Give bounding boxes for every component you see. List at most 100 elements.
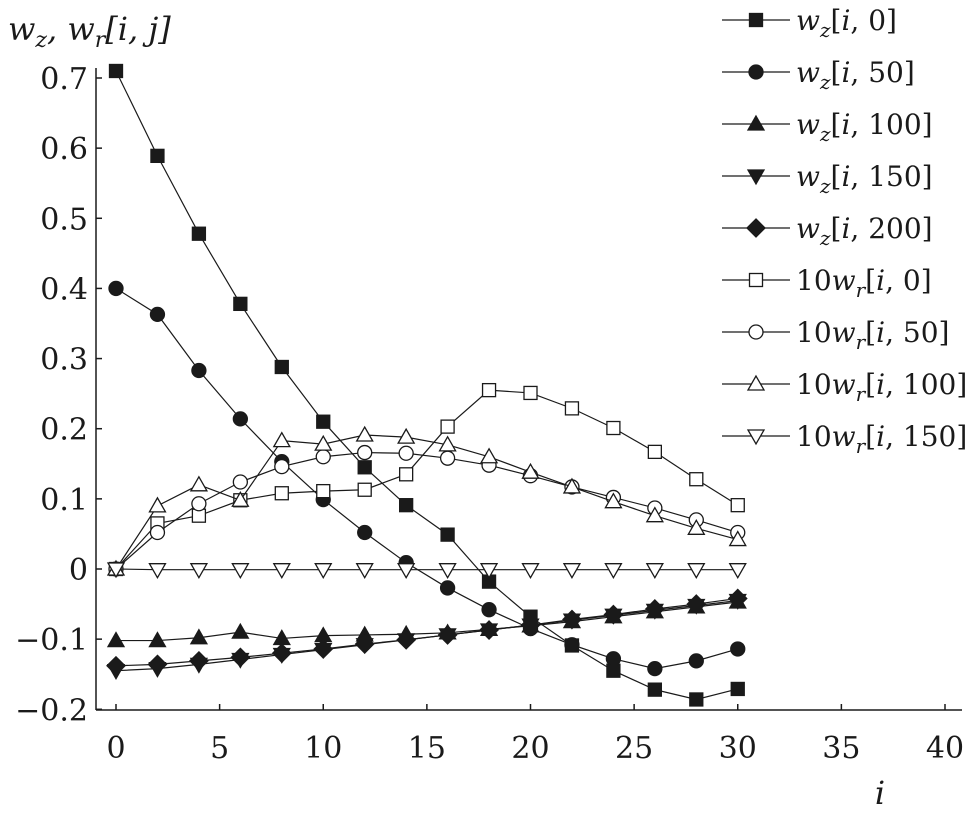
data-point xyxy=(647,444,662,460)
x-tick-label: 15 xyxy=(408,731,446,766)
data-point xyxy=(604,563,623,580)
data-point xyxy=(150,148,165,164)
legend-item: wz[i, 200] xyxy=(722,212,933,250)
data-point xyxy=(313,639,334,659)
y-tick-label: 0.4 xyxy=(40,272,88,307)
legend-item: 10wr[i, 0] xyxy=(722,264,932,302)
data-point xyxy=(398,445,414,461)
legend-marker xyxy=(748,64,764,80)
y-tick-label: 0.6 xyxy=(40,132,88,167)
data-point xyxy=(562,563,582,580)
data-point xyxy=(232,411,249,427)
legend-item: 10wr[i, 100] xyxy=(722,368,967,406)
data-point xyxy=(230,647,251,668)
y-tick-label: −0.2 xyxy=(15,693,88,728)
legend-marker xyxy=(748,324,764,340)
data-point xyxy=(479,447,499,464)
x-tick-label: 25 xyxy=(615,731,653,766)
data-point xyxy=(481,602,497,618)
data-point xyxy=(316,414,331,429)
legend-item: wz[i, 0] xyxy=(722,4,897,42)
data-point xyxy=(314,434,333,451)
legend-marker xyxy=(746,374,766,391)
legend-item: wz[i, 100] xyxy=(722,108,933,146)
data-point xyxy=(564,637,580,653)
data-point xyxy=(440,419,455,434)
legend-marker xyxy=(746,114,766,131)
x-tick-label: 0 xyxy=(106,731,125,766)
data-point xyxy=(272,431,291,448)
data-point xyxy=(730,641,746,657)
data-point xyxy=(357,444,373,461)
data-point xyxy=(354,634,375,654)
data-point xyxy=(564,401,580,416)
data-point xyxy=(688,653,704,669)
data-point xyxy=(232,474,249,490)
data-point xyxy=(562,609,582,630)
data-point xyxy=(520,615,541,636)
data-point xyxy=(191,362,207,379)
series-8 xyxy=(106,562,747,580)
data-point xyxy=(728,530,747,547)
data-point xyxy=(689,472,704,487)
data-point xyxy=(398,467,414,482)
data-point xyxy=(191,496,207,512)
data-point xyxy=(189,563,209,580)
y-tick-label: 0 xyxy=(69,553,88,588)
data-point xyxy=(523,385,538,401)
data-point xyxy=(439,450,456,466)
legend-item: 10wr[i, 150] xyxy=(722,420,967,458)
y-tick-label: 0.1 xyxy=(40,483,88,518)
data-point xyxy=(647,682,662,697)
legend: wz[i, 0] wz[i, 50] wz[i, 100] wz[i, 150] wz[… xyxy=(722,4,967,458)
data-point xyxy=(231,622,250,639)
data-point xyxy=(149,524,166,541)
legend-label: wz[i, 0] xyxy=(796,4,897,42)
data-point xyxy=(730,681,745,697)
y-axis-label: wz, wr[i, j] xyxy=(8,10,171,53)
series-4 xyxy=(106,588,748,676)
data-point xyxy=(730,498,745,513)
legend-label: wz[i, 150] xyxy=(796,160,933,198)
series-line xyxy=(115,70,738,701)
data-point xyxy=(149,306,166,323)
x-tick-label: 20 xyxy=(511,731,549,766)
data-point xyxy=(397,563,416,580)
legend-label: 10wr[i, 50] xyxy=(796,316,949,354)
data-point xyxy=(440,527,455,542)
data-point xyxy=(562,477,582,494)
data-point xyxy=(355,425,374,442)
data-point xyxy=(438,435,457,452)
series-layer xyxy=(106,63,748,707)
legend-label: wz[i, 200] xyxy=(796,212,933,250)
data-point xyxy=(644,599,665,619)
data-point xyxy=(396,629,417,650)
data-point xyxy=(479,563,499,580)
data-point xyxy=(106,562,126,579)
data-point xyxy=(271,643,292,664)
data-point xyxy=(687,563,706,580)
data-point xyxy=(686,594,707,614)
data-point xyxy=(274,458,290,475)
data-point xyxy=(645,563,664,580)
data-point xyxy=(357,460,372,475)
data-point xyxy=(397,427,416,444)
legend-marker xyxy=(746,218,766,238)
data-point xyxy=(606,420,621,436)
data-point xyxy=(438,563,457,580)
series-line xyxy=(115,389,739,570)
data-point xyxy=(481,382,497,398)
data-point xyxy=(645,506,664,523)
data-point xyxy=(108,280,124,297)
y-tick-label: −0.1 xyxy=(15,623,88,658)
data-point xyxy=(437,625,458,645)
series-line xyxy=(115,597,738,667)
data-point xyxy=(231,490,250,507)
data-point xyxy=(189,628,209,645)
data-point xyxy=(106,631,126,648)
legend-item: wz[i, 50] xyxy=(722,56,915,94)
series-1 xyxy=(108,280,746,677)
legend-marker xyxy=(746,429,766,446)
axes: 0.7 0.6 0.5 0.4 0.3 0.2 0.1 0 −0.1 −0.2 0 5 10 15 20 25… xyxy=(8,10,964,812)
data-point xyxy=(191,226,207,241)
